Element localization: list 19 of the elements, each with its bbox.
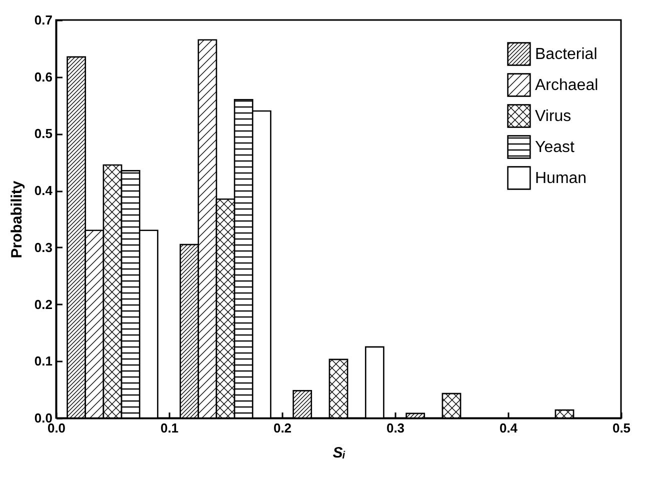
legend-label: Virus — [535, 108, 572, 125]
y-tick-label: 0.1 — [34, 354, 52, 369]
x-tick-label: 0.1 — [160, 420, 179, 436]
y-tick-label: 0.3 — [34, 240, 52, 255]
x-tick-label: 0.4 — [499, 420, 518, 436]
y-tick-label: 0.5 — [34, 126, 52, 142]
x-axis-title: Sᵢ — [332, 444, 346, 462]
x-tick-label: 0.2 — [273, 420, 292, 436]
y-axis-title: Probability — [8, 180, 26, 258]
legend-label: Bacterial — [535, 46, 598, 63]
legend-label: Archaeal — [535, 77, 598, 94]
y-tick-label: 0.7 — [34, 12, 52, 28]
legend-label: Yeast — [535, 139, 575, 156]
y-tick-label: 0.4 — [34, 183, 54, 198]
legend-label: Human — [535, 170, 587, 187]
y-tick-label: 0.6 — [34, 69, 52, 84]
x-tick-label: 0.3 — [386, 420, 405, 436]
x-tick-label: 0.5 — [612, 420, 631, 436]
y-tick-label: 0.2 — [34, 296, 52, 312]
